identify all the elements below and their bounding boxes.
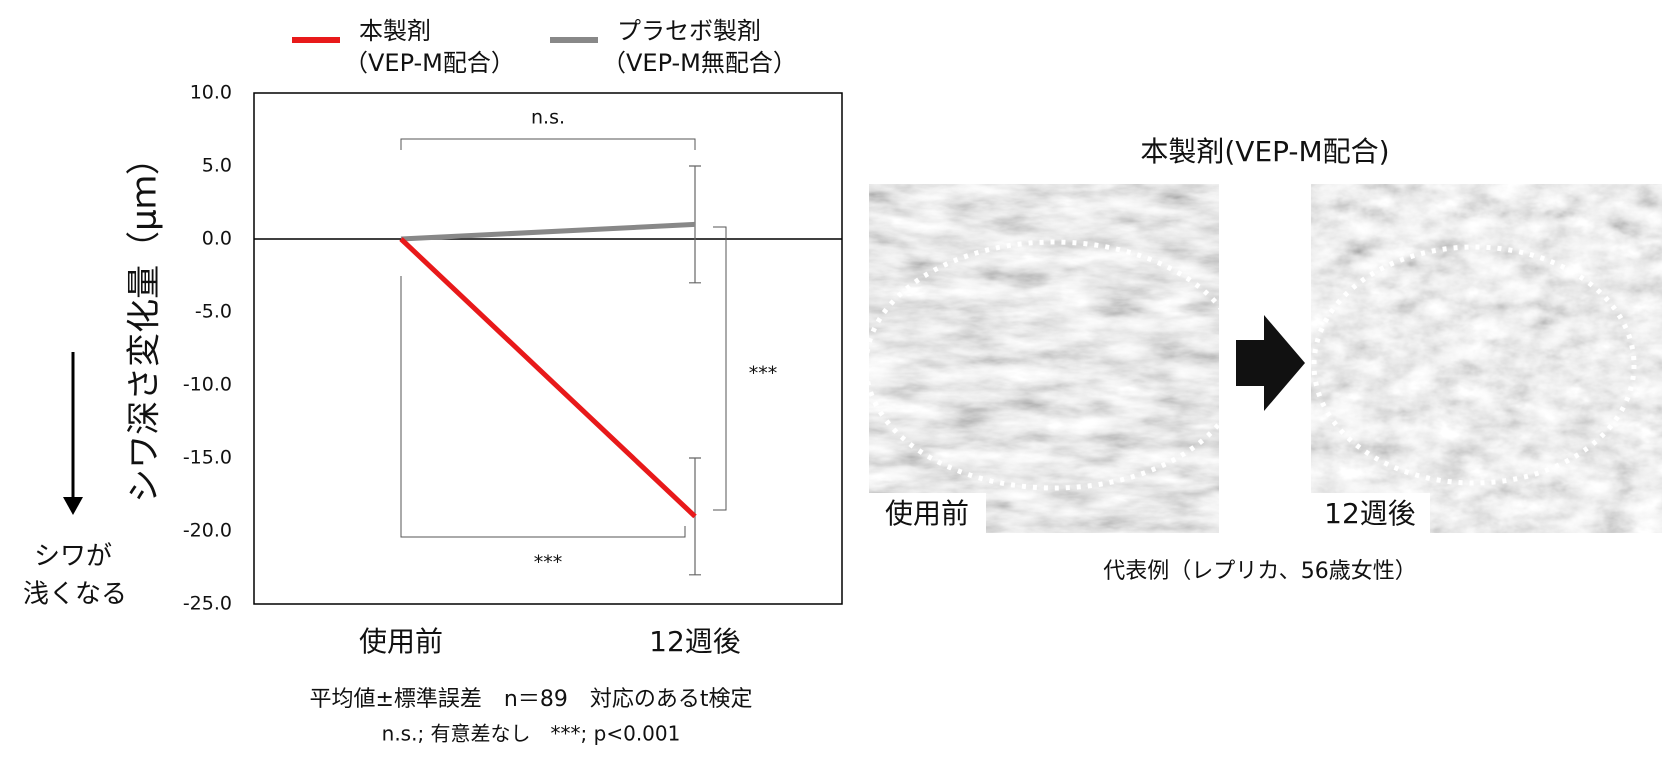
photo-after bbox=[1311, 184, 1662, 533]
annotation: n.s. bbox=[531, 107, 565, 129]
plot-frame bbox=[253, 92, 843, 605]
footnote: 平均値±標準誤差 n＝89 対応のあるt検定 bbox=[310, 687, 753, 712]
y-tick-label: -10.0 bbox=[183, 374, 232, 396]
label-box bbox=[869, 493, 986, 533]
arrow bbox=[1236, 315, 1305, 411]
arrow-label: 浅くなる bbox=[23, 580, 127, 610]
label-box bbox=[1311, 493, 1430, 533]
bracket bbox=[400, 276, 686, 538]
legend-label: 本製剤 bbox=[359, 17, 431, 45]
footnote: n.s.; 有意差なし ***; p<0.001 bbox=[382, 722, 681, 746]
y-axis-label: シワ深さ変化量（μｍ） bbox=[125, 141, 165, 503]
y-tick-label: 5.0 bbox=[202, 155, 232, 177]
x-tick-label: 使用前 bbox=[359, 625, 443, 658]
annotation: *** bbox=[749, 363, 778, 385]
down-arrow-head bbox=[63, 497, 83, 515]
photo-label: 使用前 bbox=[885, 497, 969, 530]
y-tick-label: 10.0 bbox=[190, 82, 232, 104]
photo-before bbox=[869, 184, 1219, 533]
legend-label: プラセボ製剤 bbox=[617, 17, 761, 45]
annotation: *** bbox=[534, 552, 563, 574]
legend-label: （VEP-M無配合） bbox=[602, 49, 797, 77]
bracket bbox=[400, 138, 696, 150]
photo-caption: 代表例（レプリカ、56歳女性） bbox=[1103, 559, 1417, 584]
y-tick-label: 0.0 bbox=[202, 228, 232, 250]
x-tick-label: 12週後 bbox=[649, 625, 741, 658]
series-line bbox=[400, 221, 696, 242]
y-tick-label: -15.0 bbox=[183, 447, 232, 469]
y-tick-label: -25.0 bbox=[183, 593, 232, 615]
y-tick-label: -20.0 bbox=[183, 520, 232, 542]
circle-marker bbox=[1311, 244, 1637, 486]
bracket bbox=[713, 226, 727, 511]
series-line bbox=[399, 237, 697, 519]
y-tick-label: -5.0 bbox=[195, 301, 232, 323]
arrow-label: シワが bbox=[34, 542, 112, 572]
legend-label: （VEP-M配合） bbox=[344, 49, 515, 77]
photo-label: 12週後 bbox=[1324, 497, 1416, 530]
photo-title: 本製剤(VEP-M配合) bbox=[1140, 135, 1389, 168]
